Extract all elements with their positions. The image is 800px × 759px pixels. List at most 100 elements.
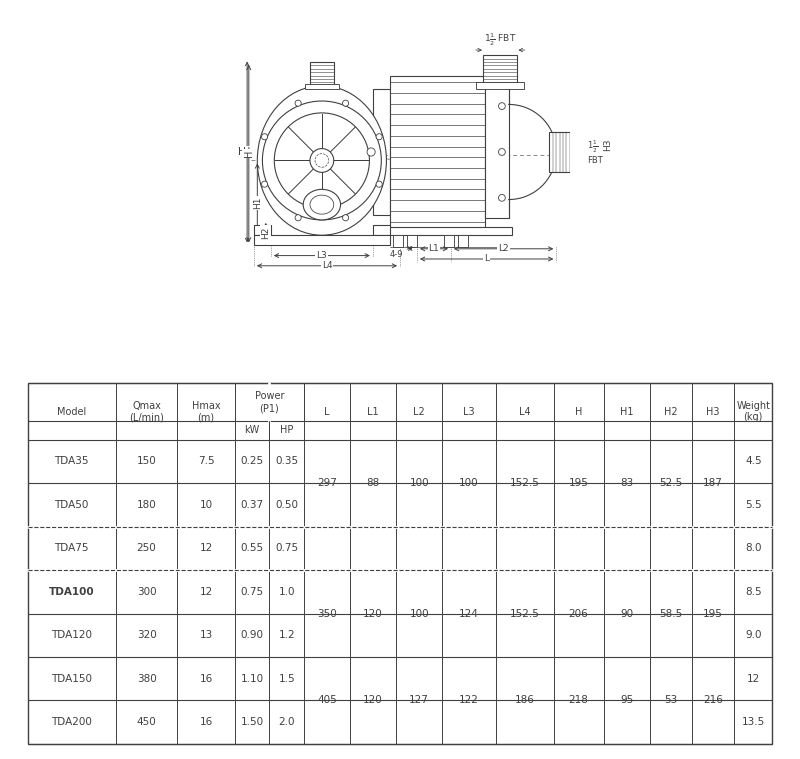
Text: HP: HP [280,425,294,436]
Circle shape [295,100,301,106]
Text: Hmax
(m): Hmax (m) [192,401,220,423]
Bar [483,55,518,86]
Text: L1: L1 [367,407,379,417]
Bar [444,235,454,247]
Text: 5.5: 5.5 [745,500,762,510]
Text: 180: 180 [137,500,157,510]
Text: 53: 53 [664,695,678,705]
Text: 218: 218 [569,695,589,705]
Text: 0.90: 0.90 [241,630,264,641]
Text: 1$\frac{1}{2}$ FBT: 1$\frac{1}{2}$ FBT [484,32,517,49]
Text: 12: 12 [199,587,213,597]
Text: 0.75: 0.75 [275,543,298,553]
Text: 0.50: 0.50 [275,500,298,510]
Bar [458,235,468,247]
Text: 195: 195 [569,478,589,488]
Circle shape [315,153,329,167]
Text: 350: 350 [317,609,337,619]
Ellipse shape [258,86,386,235]
Text: 216: 216 [703,695,723,705]
Text: TDA100: TDA100 [49,587,94,597]
Text: 152.5: 152.5 [510,478,540,488]
Text: 250: 250 [137,543,157,553]
Text: 88: 88 [366,478,380,488]
Bar [390,76,485,228]
Bar [394,235,403,247]
Text: L3: L3 [463,407,475,417]
Text: 4.5: 4.5 [745,456,762,467]
Text: 195: 195 [703,609,723,619]
Text: H3: H3 [706,407,720,417]
Text: 10: 10 [199,500,213,510]
Text: 0.25: 0.25 [241,456,264,467]
Circle shape [498,149,506,156]
Text: L4: L4 [519,407,530,417]
Text: H: H [243,147,251,157]
Bar [550,131,583,172]
Text: 187: 187 [703,478,723,488]
Circle shape [295,215,301,221]
Circle shape [310,149,334,172]
Circle shape [342,215,349,221]
Text: 8.5: 8.5 [745,587,762,597]
Text: 150: 150 [137,456,157,467]
Text: 100: 100 [410,609,429,619]
Text: 58.5: 58.5 [659,609,682,619]
Text: 16: 16 [199,717,213,727]
Text: TDA75: TDA75 [54,543,89,553]
Text: 320: 320 [137,630,157,641]
Text: TDA50: TDA50 [54,500,89,510]
Circle shape [262,181,268,187]
Circle shape [498,194,506,201]
Text: Model: Model [57,407,86,417]
Text: L1: L1 [429,244,439,254]
Bar [477,82,524,89]
Text: TDA150: TDA150 [51,674,92,684]
Circle shape [367,148,375,156]
Bar [368,145,373,159]
Text: 83: 83 [620,478,633,488]
Text: 0.55: 0.55 [241,543,264,553]
Text: 297: 297 [317,478,337,488]
Text: 405: 405 [317,695,337,705]
Text: 380: 380 [137,674,157,684]
Text: 120: 120 [363,695,383,705]
Text: H1: H1 [620,407,634,417]
Text: L2: L2 [498,244,509,254]
Text: 300: 300 [137,587,156,597]
Text: 122: 122 [459,695,479,705]
Text: 100: 100 [459,478,479,488]
Ellipse shape [303,189,341,220]
Text: TDA200: TDA200 [51,717,92,727]
Text: 0.37: 0.37 [241,500,264,510]
Text: 90: 90 [620,609,633,619]
Bar [305,84,339,89]
Text: H2: H2 [664,407,678,417]
Text: 127: 127 [410,695,429,705]
Ellipse shape [310,195,334,214]
Text: TDA35: TDA35 [54,456,89,467]
Text: Power
(P1): Power (P1) [254,392,284,413]
Text: 186: 186 [515,695,534,705]
Bar [254,225,271,235]
Text: H2: H2 [262,226,270,239]
Text: 12: 12 [199,543,213,553]
Bar [485,86,509,219]
Text: 95: 95 [620,695,633,705]
Text: 2.0: 2.0 [278,717,295,727]
Text: 4-9: 4-9 [390,250,403,260]
Bar [406,235,417,247]
Bar [373,89,390,215]
Circle shape [274,113,370,208]
Text: TDA120: TDA120 [51,630,92,641]
Text: 13: 13 [199,630,213,641]
Bar [386,227,512,235]
Circle shape [498,102,506,109]
Text: 52.5: 52.5 [659,478,682,488]
Text: H3: H3 [602,139,612,152]
Text: 124: 124 [459,609,479,619]
Circle shape [262,134,268,140]
Text: 1.50: 1.50 [241,717,264,727]
Text: H: H [575,407,582,417]
Text: Qmax
(L/min): Qmax (L/min) [129,401,164,423]
